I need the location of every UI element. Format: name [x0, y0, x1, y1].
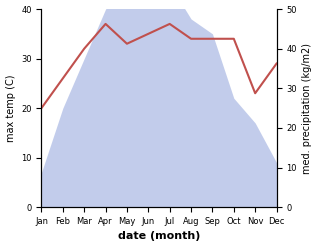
Y-axis label: med. precipitation (kg/m2): med. precipitation (kg/m2)	[302, 43, 313, 174]
Y-axis label: max temp (C): max temp (C)	[5, 74, 16, 142]
X-axis label: date (month): date (month)	[118, 231, 200, 242]
